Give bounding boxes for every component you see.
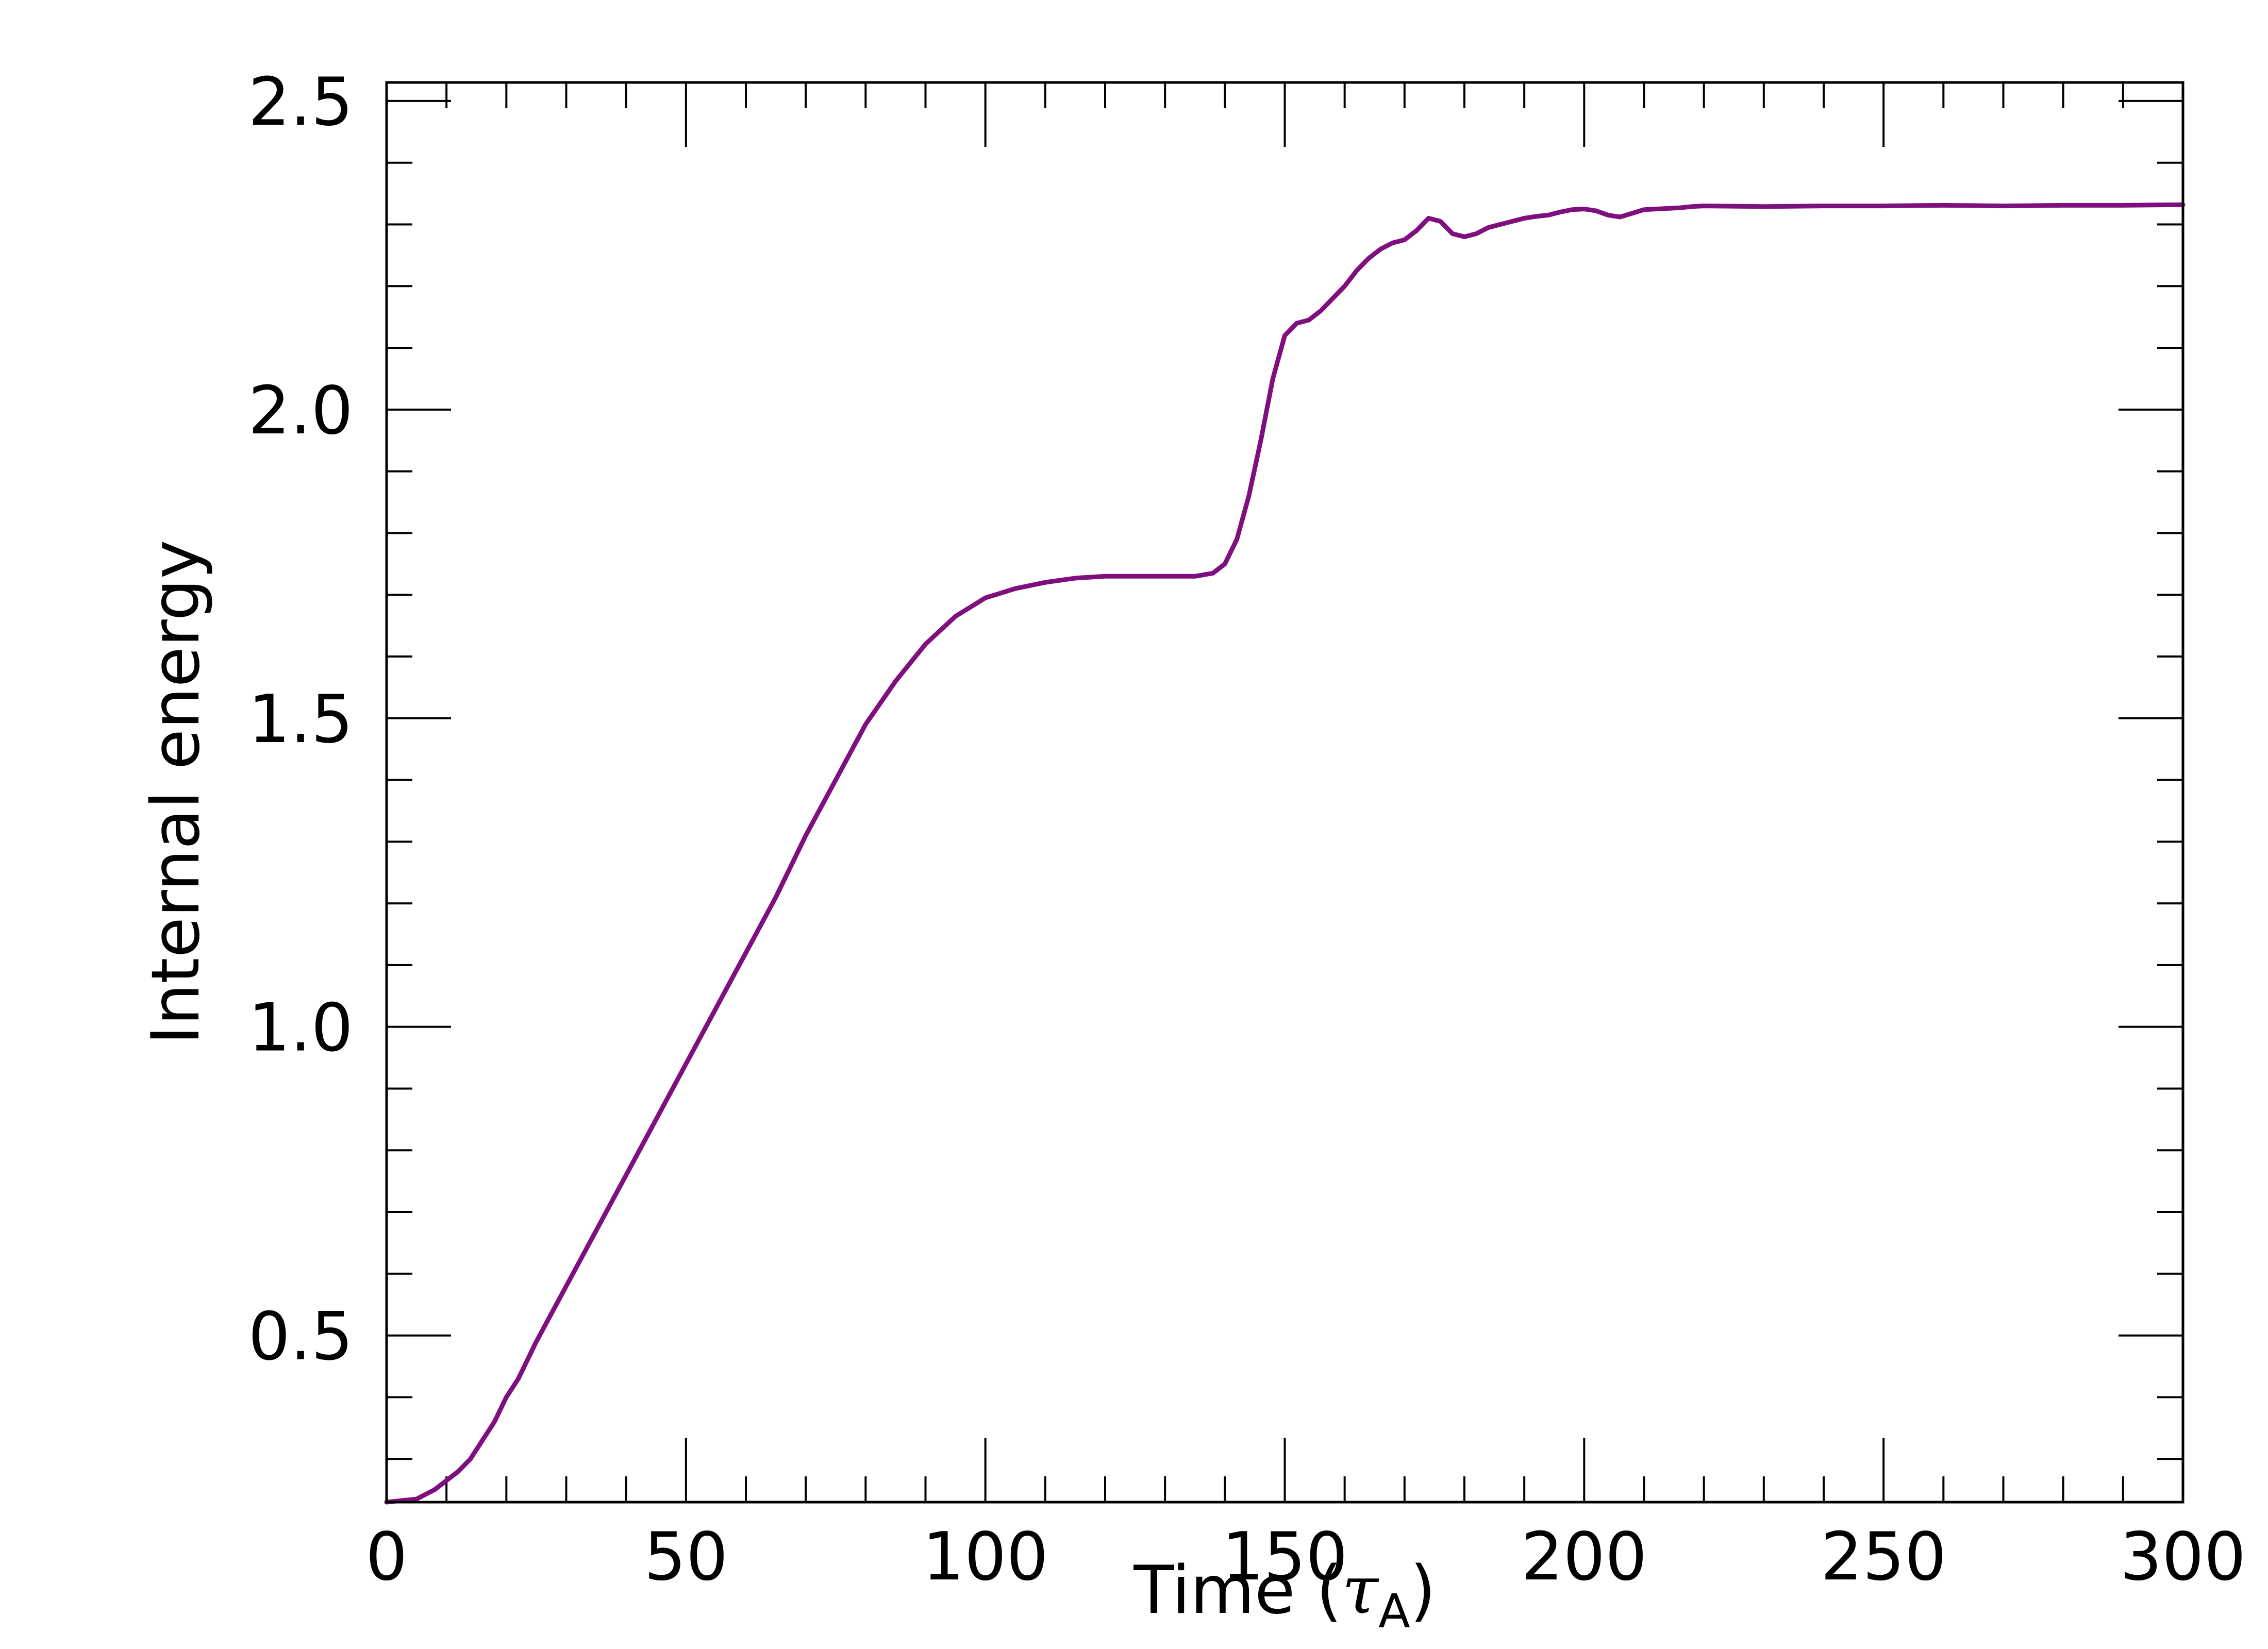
y-tick-label: 1.0: [248, 990, 353, 1067]
y-tick-label: 1.5: [248, 681, 353, 758]
y-tick-label: 0.5: [248, 1299, 353, 1375]
y-axis-label: Internal energy: [138, 540, 214, 1045]
y-tick-labels: 0.5 1.0 1.5 2.0 2.5: [248, 64, 353, 1375]
x-axis-label-subscript: A: [1378, 1585, 1410, 1639]
x-tick-label: 100: [923, 1519, 1048, 1595]
x-axis-label-text: Time (: [1133, 1552, 1342, 1629]
x-axis-label: Time (τA): [1133, 1552, 1436, 1639]
major-ticks: [386, 82, 2184, 1502]
x-axis-label-symbol: τ: [1342, 1552, 1379, 1629]
x-tick-labels: 0 50 100 150 200 250 300: [365, 1519, 2246, 1595]
x-tick-label: 250: [1821, 1519, 1946, 1595]
x-tick-label: 200: [1521, 1519, 1647, 1595]
y-tick-label: 2.5: [248, 64, 353, 141]
series-line: [384, 202, 2186, 1505]
x-axis-label-close: ): [1410, 1552, 1436, 1629]
x-tick-label: 300: [2120, 1519, 2246, 1595]
x-tick-label: 150: [1222, 1519, 1347, 1595]
x-tick-label: 50: [644, 1519, 728, 1595]
minor-ticks: [387, 82, 2183, 1502]
y-tick-label: 2.0: [248, 373, 353, 449]
plot-frame: [385, 81, 2184, 1504]
x-tick-label: 0: [365, 1519, 407, 1595]
